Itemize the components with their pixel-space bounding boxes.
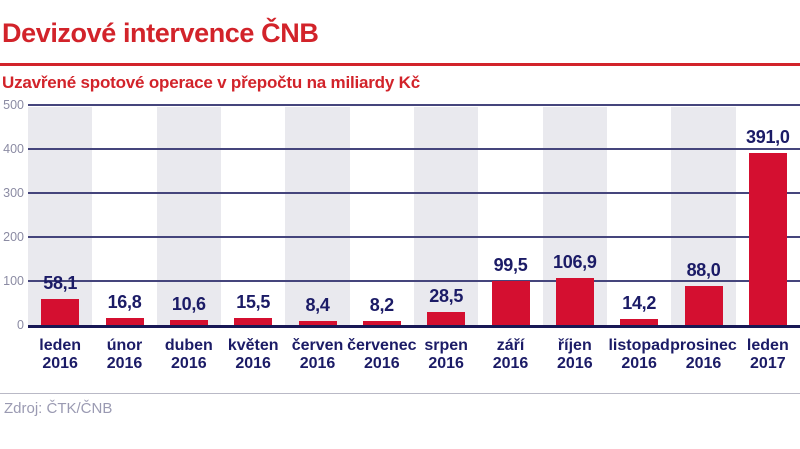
gridline [28,280,800,282]
bar [684,286,723,325]
y-axis-tick-label: 300 [3,186,24,200]
x-axis-label: srpen 2016 [404,337,488,373]
bar-value-label: 15,5 [236,292,271,313]
bar-value-label: 391,0 [746,126,790,147]
x-axis-label: červenec 2016 [340,337,424,373]
page-title: Devizové intervence ČNB [2,18,319,48]
y-axis-tick-label: 500 [3,98,24,112]
bar-value-label: 10,6 [171,294,206,315]
x-axis-year-label: 2016 [235,355,271,372]
x-axis-month-label: duben [164,337,213,354]
gridline [28,236,800,238]
x-axis-baseline [28,325,800,328]
x-axis-year-label: 2016 [171,355,207,372]
bar-value-label: 14,2 [622,292,657,313]
gridline [28,148,800,150]
bar [298,321,337,325]
chart-subtitle: Uzavřené spotové operace v přepočtu na m… [2,73,420,92]
y-axis-tick-label: 400 [3,142,24,156]
x-axis-month-label: srpen [424,337,468,354]
y-axis-tick-label: 200 [3,230,24,244]
column-stripe [414,107,479,325]
x-axis-label: listopad 2016 [597,337,681,373]
bar-value-label: 58,1 [43,273,78,294]
x-axis-month-label: leden [39,337,82,354]
x-axis-month-label: listopad [608,337,670,354]
bar-value-label: 99,5 [493,255,528,276]
x-axis-year-label: 2016 [299,355,336,372]
column-stripe [28,107,93,325]
x-axis-label: září 2016 [468,337,552,373]
x-axis-year-label: 2016 [621,355,657,372]
plot-area: 0 100 200 300 400 500 58,1 leden 2016 16,8 únor 201… [3,98,800,372]
source-credit: Zdroj: ČTK/ČNB [4,400,113,417]
bar [427,312,466,325]
bar-value-label: 106,9 [553,251,597,272]
gridline [28,192,800,194]
bar [555,277,594,325]
y-axis-tick-label: 0 [17,318,24,332]
source-divider [0,393,800,394]
bar-value-label: 88,0 [686,260,721,281]
x-axis-label: květen 2016 [211,337,295,373]
x-axis-year-label: 2016 [42,355,78,372]
gridline [28,104,800,106]
bar [41,299,80,325]
bar [169,320,208,325]
x-axis-label: duben 2016 [147,337,231,373]
bar-value-label: 8,4 [305,295,330,316]
x-axis-year-label: 2016 [106,355,143,372]
x-axis-year-label: 2016 [492,355,529,372]
title-divider [0,63,800,66]
y-axis-tick-label: 100 [3,274,24,288]
x-axis-month-label: červenec [347,337,417,354]
x-axis-year-label: 2017 [750,355,786,372]
x-axis-label: leden 2017 [726,337,800,373]
bar [620,318,659,325]
bar [105,317,144,325]
x-axis-label: červen 2016 [275,337,359,373]
x-axis-month-label: červen [291,337,344,354]
x-axis-month-label: leden [746,337,789,354]
x-axis-label: říjen 2016 [533,337,617,373]
x-axis-label: únor 2016 [82,337,166,373]
bar-value-label: 28,5 [429,286,464,307]
column-stripe [156,107,221,325]
bar-value-label: 16,8 [107,291,142,312]
x-axis-year-label: 2016 [428,355,464,372]
bar [748,152,787,325]
x-axis-label: prosinec 2016 [661,337,745,373]
bar [491,281,530,325]
bar [362,321,401,325]
bar-value-label: 8,2 [369,295,394,316]
x-axis-month-label: říjen [557,337,592,354]
x-axis-month-label: září [496,337,525,354]
x-axis-label: leden 2016 [18,337,102,373]
x-axis-year-label: 2016 [364,355,400,372]
x-axis-month-label: prosinec [670,337,737,354]
x-axis-month-label: únor [106,337,143,354]
x-axis-year-label: 2016 [685,355,722,372]
x-axis-month-label: květen [227,337,279,354]
x-axis-year-label: 2016 [557,355,593,372]
column-stripe [285,107,350,325]
bar [234,318,273,325]
